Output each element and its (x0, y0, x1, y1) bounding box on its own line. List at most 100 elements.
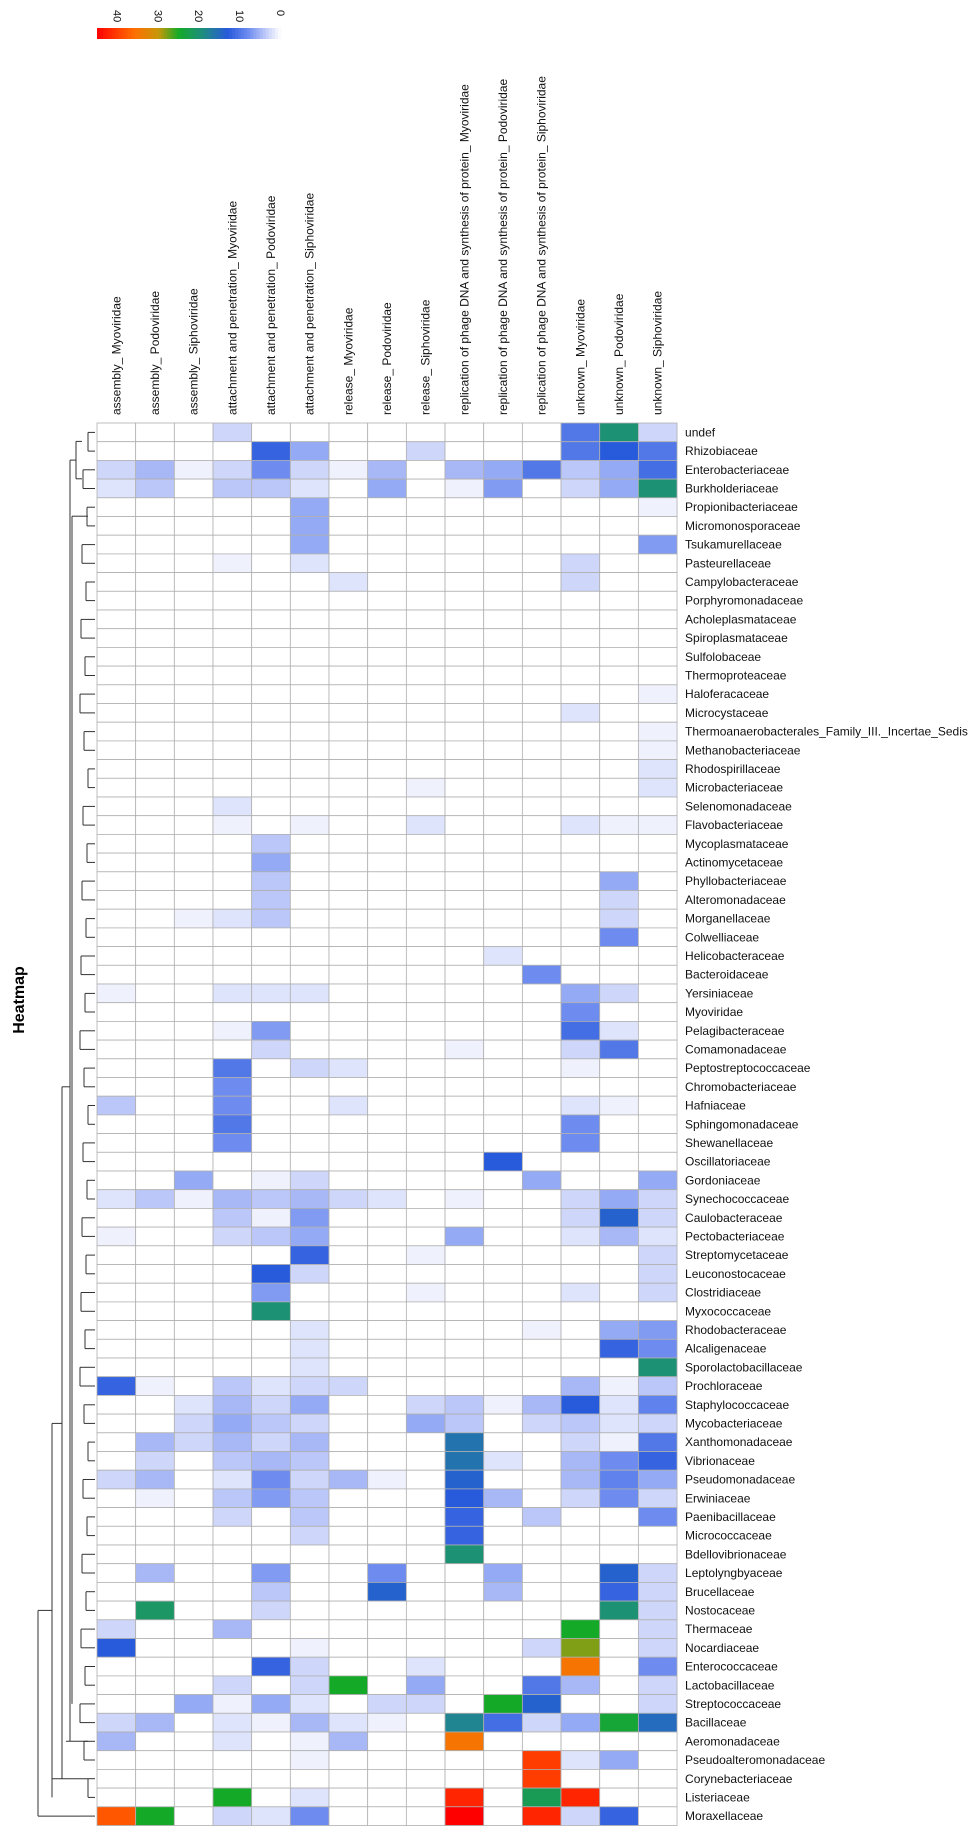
heatmap-cell (637, 1208, 678, 1228)
heatmap-cell (599, 1563, 639, 1583)
heatmap-cell (560, 1095, 601, 1116)
heatmap-cell (251, 572, 291, 592)
heatmap-cell (289, 834, 330, 854)
heatmap-cell (367, 1750, 407, 1770)
row-label: Shewanellaceae (685, 1136, 773, 1150)
heatmap-cell (367, 1600, 407, 1621)
heatmap-cell (289, 796, 330, 817)
column-label: assembly_ Podoviridae (148, 291, 162, 415)
heatmap-cell (405, 964, 446, 985)
heatmap-cell (212, 1525, 253, 1546)
heatmap-cell (521, 459, 562, 480)
heatmap-cell (212, 1563, 253, 1583)
heatmap-cell (405, 590, 446, 611)
heatmap-cell (444, 1338, 485, 1359)
heatmap-cell (96, 759, 137, 779)
heatmap-cell (96, 441, 137, 461)
heatmap-cell (599, 497, 639, 517)
heatmap-cell (405, 1095, 446, 1116)
heatmap-cell (444, 516, 485, 536)
heatmap-cell (96, 871, 137, 891)
heatmap-cell (367, 459, 407, 480)
heatmap-cell (405, 1656, 446, 1677)
row-label: Hafniaceae (685, 1099, 746, 1113)
heatmap-cell (560, 1507, 601, 1527)
heatmap-cell (637, 1451, 678, 1471)
heatmap-cell (483, 1395, 523, 1415)
heatmap-cell (599, 478, 639, 499)
heatmap-cell (521, 1675, 562, 1696)
heatmap-cell (173, 1170, 214, 1191)
heatmap-cell (599, 1806, 639, 1826)
heatmap-cell (405, 1376, 446, 1396)
heatmap-cell (289, 1021, 330, 1041)
heatmap-cell (367, 1488, 407, 1509)
heatmap-cell (367, 534, 407, 555)
heatmap-cell (96, 1395, 137, 1415)
heatmap-cell (212, 1282, 253, 1303)
heatmap-cell (521, 1039, 562, 1060)
heatmap-cell (251, 1189, 291, 1209)
heatmap-cell (173, 665, 214, 686)
heatmap-cell (251, 1039, 291, 1060)
heatmap-cell (212, 1413, 253, 1434)
heatmap-cell (212, 1507, 253, 1527)
color-scale-swatch (256, 28, 261, 39)
heatmap-cell (251, 1600, 291, 1621)
heatmap-cell (444, 908, 485, 929)
heatmap-cell (521, 1376, 562, 1396)
heatmap-cell (212, 927, 253, 948)
row-label: Nostocaceae (685, 1603, 755, 1617)
heatmap-cell (289, 1451, 330, 1471)
heatmap-cell (599, 1021, 639, 1041)
heatmap-cell (405, 1264, 446, 1284)
color-scale-swatch (265, 28, 270, 39)
heatmap-cell (560, 1600, 601, 1621)
heatmap-cell (173, 553, 214, 574)
heatmap-cell (444, 1712, 485, 1733)
heatmap-cell (135, 1413, 175, 1434)
heatmap-cell (96, 1600, 137, 1621)
heatmap-cell (367, 1376, 407, 1396)
heatmap-cell (560, 983, 601, 1004)
heatmap-cell (483, 572, 523, 592)
heatmap-cell (173, 572, 214, 592)
color-scale-legend: 40 30 20 10 0 (97, 10, 286, 39)
heatmap-cell (96, 703, 137, 723)
heatmap-cell (521, 1395, 562, 1415)
heatmap-cell (251, 1619, 291, 1639)
heatmap-cell (212, 834, 253, 854)
heatmap-cell (289, 590, 330, 611)
heatmap-cell (212, 1769, 253, 1789)
heatmap-cell (444, 422, 485, 443)
heatmap-cell (483, 815, 523, 835)
heatmap-cell (328, 871, 369, 891)
heatmap-cell (483, 908, 523, 929)
heatmap-cell (405, 422, 446, 443)
heatmap-cell (405, 1600, 446, 1621)
heatmap-cell (483, 422, 523, 443)
heatmap-cell (328, 628, 369, 648)
heatmap-cell (637, 1731, 678, 1752)
row-label: Enterobacteriaceae (685, 463, 789, 477)
heatmap-cell (599, 1170, 639, 1191)
heatmap-cell (483, 1151, 523, 1172)
heatmap-cell (444, 1451, 485, 1471)
row-label: undef (685, 425, 716, 439)
heatmap-cell (599, 796, 639, 817)
heatmap-cell (251, 684, 291, 704)
heatmap-cell (367, 1133, 407, 1153)
heatmap-cell (521, 927, 562, 948)
heatmap-cell (367, 553, 407, 574)
heatmap-cell (560, 590, 601, 611)
heatmap-cell (96, 1563, 137, 1583)
heatmap-cell (405, 1226, 446, 1247)
color-scale-swatch (109, 28, 113, 39)
heatmap-cell (405, 1638, 446, 1658)
heatmap-cell (328, 983, 369, 1004)
heatmap-cell (599, 1712, 639, 1733)
color-scale-swatch (189, 28, 193, 39)
heatmap-cell (328, 1619, 369, 1639)
heatmap-cell (212, 478, 253, 499)
heatmap-cell (405, 946, 446, 966)
